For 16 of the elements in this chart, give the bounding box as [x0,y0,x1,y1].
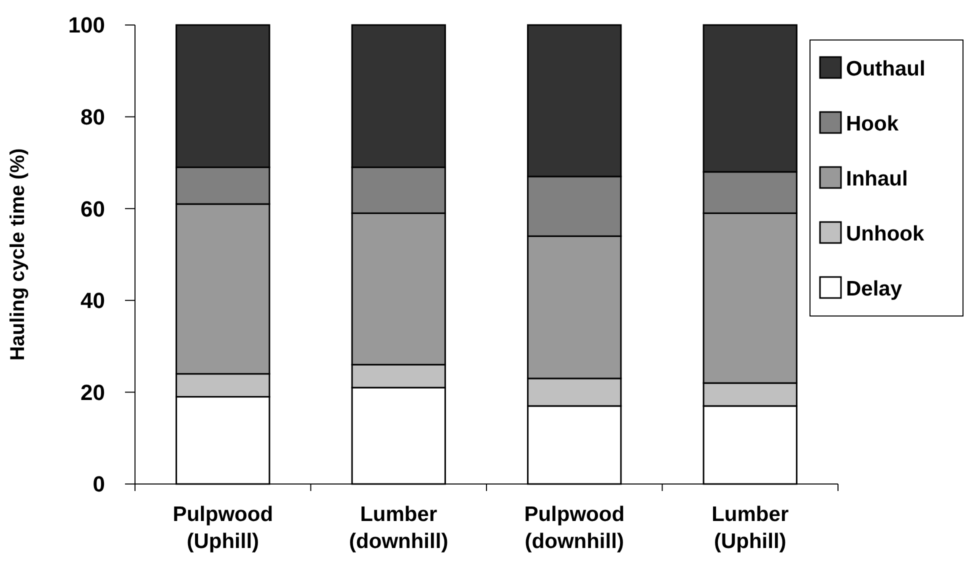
y-tick-label: 60 [80,196,105,222]
y-axis-title: Hauling cycle time (%) [7,148,29,361]
legend-label: Outhaul [846,57,926,80]
legend-label: Unhook [846,222,924,246]
x-tick-label: Lumber (downhill) [349,503,448,553]
y-tick-label: 0 [92,472,105,497]
legend-label: Delay [846,277,902,300]
y-tick-label: 20 [80,380,105,405]
y-tick-label: 100 [68,12,105,38]
legend-label: Inhaul [846,167,908,190]
x-tick-label: Pulpwood (downhill) [524,503,625,553]
legend-label: Hook [846,112,899,136]
y-tick-label: 40 [80,288,105,314]
y-tick-label: 80 [80,104,105,130]
x-tick-label: Pulpwood (Uphill) [172,503,274,553]
x-tick-label: Lumber (Uphill) [712,503,789,553]
